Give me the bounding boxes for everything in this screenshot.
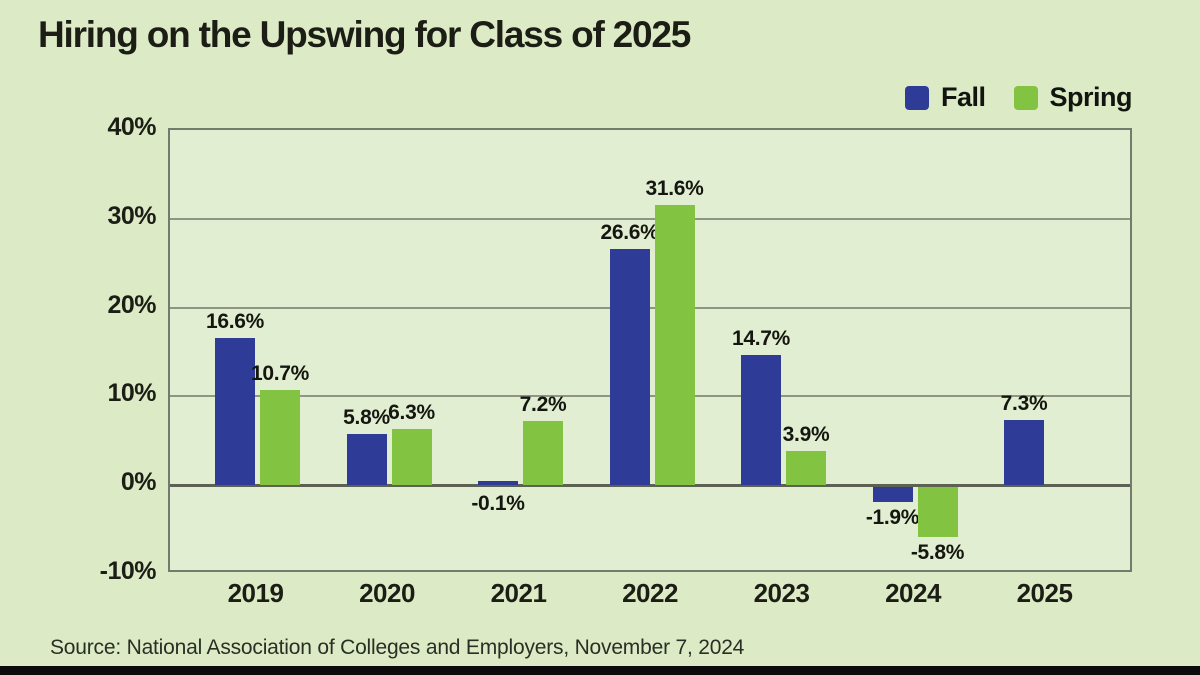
bar-spring-2020 bbox=[391, 429, 432, 486]
bar-fall-2021 bbox=[478, 481, 518, 486]
legend-item-spring: Spring bbox=[1013, 82, 1133, 113]
bar-label-spring-2020: 6.3% bbox=[388, 401, 435, 425]
bar-spring-2024 bbox=[917, 486, 958, 537]
bar-label-fall-2019: 16.6% bbox=[205, 309, 265, 333]
fall-swatch-icon bbox=[904, 85, 929, 110]
x-tick-2019: 2019 bbox=[227, 578, 284, 608]
bar-label-spring-2022: 31.6% bbox=[645, 176, 704, 200]
spring-swatch-icon bbox=[1013, 85, 1038, 110]
x-tick-2022: 2022 bbox=[622, 578, 678, 608]
bar-spring-2021 bbox=[523, 421, 563, 486]
zero-line bbox=[170, 483, 1130, 487]
bar-label-fall-2021: -0.1% bbox=[471, 492, 525, 516]
x-tick-2021: 2021 bbox=[490, 578, 547, 608]
y-tick-0%: 0% bbox=[120, 468, 157, 497]
bar-label-fall-2023: 14.7% bbox=[731, 326, 791, 350]
bar-label-spring-2023: 3.9% bbox=[782, 422, 830, 446]
bar-label-fall-2022: 26.6% bbox=[600, 220, 659, 244]
bar-fall-2025 bbox=[1004, 420, 1044, 486]
gridline-10 bbox=[170, 395, 1130, 398]
bar-label-spring-2021: 7.2% bbox=[519, 393, 567, 417]
y-tick-30%: 30% bbox=[107, 201, 156, 230]
gridline-30 bbox=[170, 217, 1130, 220]
gridline-20 bbox=[170, 306, 1130, 309]
y-tick-20%: 20% bbox=[107, 290, 156, 319]
bar-label-fall-2024: -1.9% bbox=[865, 506, 920, 530]
y-tick-10%: 10% bbox=[107, 379, 156, 408]
bar-fall-2022 bbox=[609, 248, 650, 486]
legend-label-spring: Spring bbox=[1049, 82, 1133, 112]
bar-label-fall-2020: 5.8% bbox=[343, 405, 390, 429]
bottom-black-bar bbox=[0, 666, 1200, 675]
bar-label-fall-2025: 7.3% bbox=[1000, 392, 1048, 416]
chart-title: Hiring on the Upswing for Class of 2025 bbox=[38, 14, 691, 55]
bar-spring-2019 bbox=[260, 390, 300, 486]
bar-fall-2023 bbox=[741, 354, 781, 486]
legend: Fall Spring bbox=[904, 82, 1133, 113]
x-tick-2020: 2020 bbox=[359, 578, 415, 608]
bar-fall-2024 bbox=[872, 486, 913, 503]
source-note: Source: National Association of Colleges… bbox=[50, 636, 745, 659]
legend-item-fall: Fall bbox=[904, 82, 986, 113]
plot-area: 16.6% 10.7% 5.8% 6.3% -0.1% 7.2% 26.6% 31.6% 14.… bbox=[168, 128, 1132, 572]
legend-label-fall: Fall bbox=[940, 82, 986, 112]
bar-label-spring-2019: 10.7% bbox=[250, 362, 310, 386]
y-tick-40%: 40% bbox=[107, 113, 156, 141]
bar-fall-2019 bbox=[215, 337, 255, 486]
x-tick-2025: 2025 bbox=[1016, 578, 1073, 608]
x-tick-2023: 2023 bbox=[753, 578, 810, 608]
bar-spring-2022 bbox=[654, 204, 695, 486]
bar-spring-2023 bbox=[786, 450, 826, 486]
x-tick-2024: 2024 bbox=[885, 578, 941, 608]
bar-fall-2020 bbox=[346, 433, 387, 486]
y-tick--10%: -10% bbox=[99, 557, 157, 585]
bar-label-spring-2024: -5.8% bbox=[910, 540, 965, 564]
